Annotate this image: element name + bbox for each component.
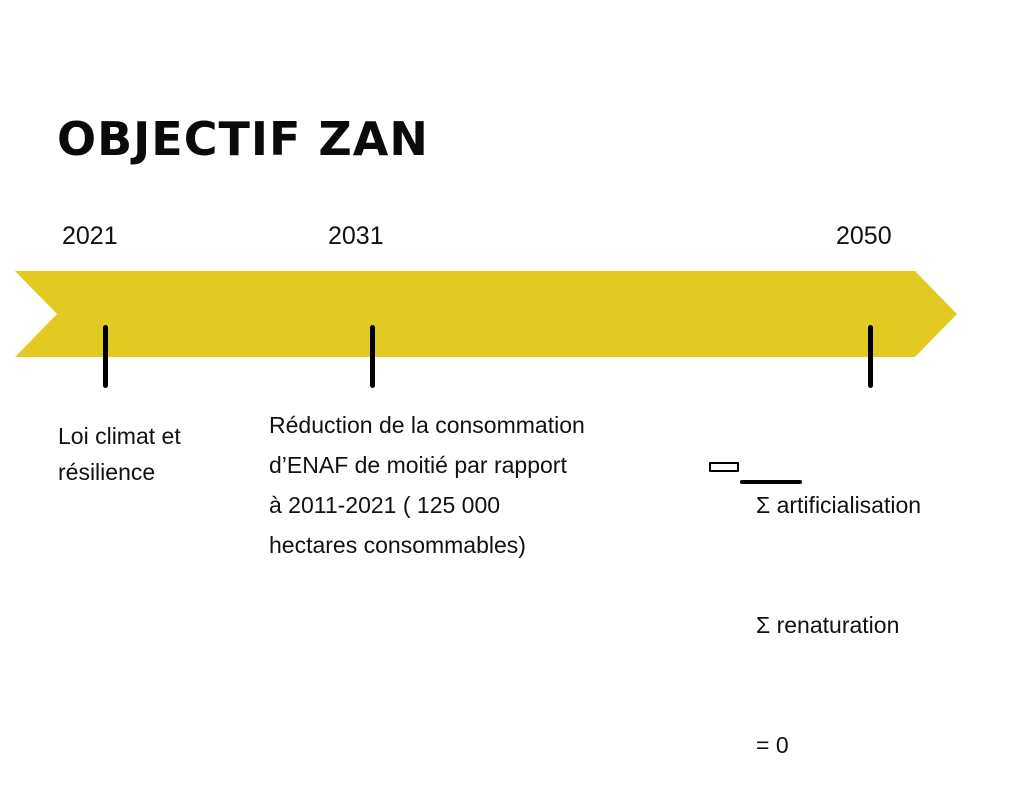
year-2021: 2021	[62, 222, 118, 250]
fraction-bar	[740, 480, 802, 484]
milestone-2050-formula: Σ artificialisation Σ renaturation = 0	[756, 405, 921, 805]
timeline-tick-2050	[868, 325, 873, 388]
formula-artificialisation: Σ artificialisation	[756, 492, 922, 518]
timeline-arrow-body	[15, 271, 957, 357]
minus-sign-icon	[709, 462, 739, 472]
year-2031: 2031	[328, 222, 384, 250]
page-title: OBJECTIF ZAN	[57, 112, 429, 166]
formula-result: = 0	[756, 732, 789, 758]
timeline-tick-2021	[103, 325, 108, 388]
formula-renaturation: Σ renaturation	[756, 612, 900, 638]
timeline-tick-2031	[370, 325, 375, 388]
milestone-2031-text: Réduction de la consommation d’ENAF de m…	[269, 412, 585, 558]
milestone-2021-text: Loi climat et résilience	[58, 423, 181, 485]
timeline-arrow	[15, 271, 957, 357]
year-2050: 2050	[836, 222, 892, 250]
